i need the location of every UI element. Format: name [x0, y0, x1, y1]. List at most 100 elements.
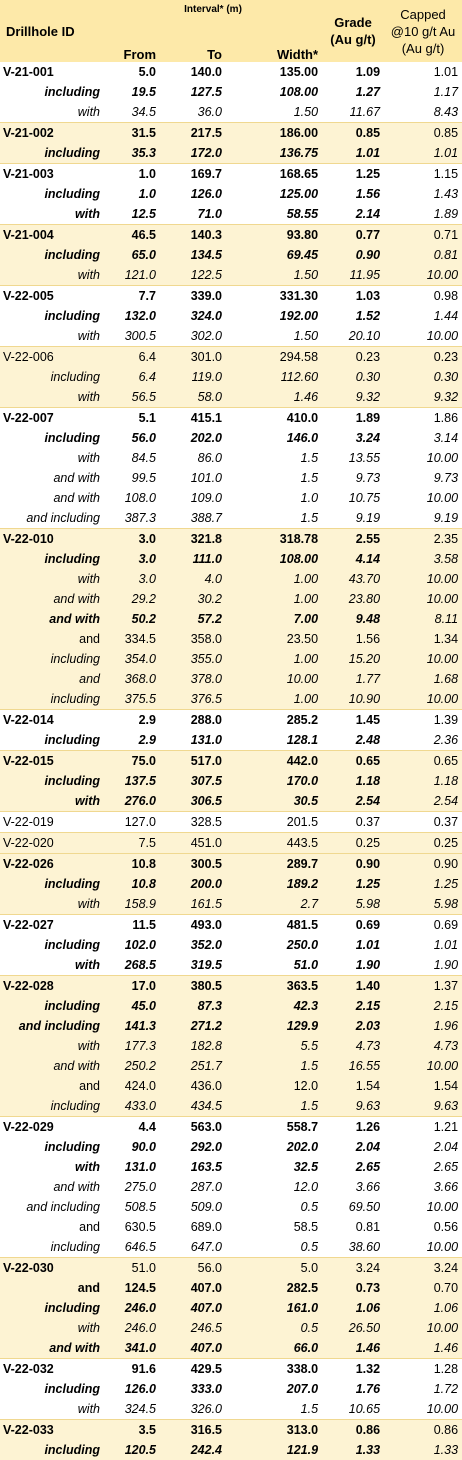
table-row: V-22-033 3.5 316.5 313.0 0.86 0.86	[0, 1419, 462, 1440]
table-row: V-22-019 127.0 328.5 201.5 0.37 0.37	[0, 811, 462, 833]
grade-cell: 9.73	[355, 471, 381, 485]
width-cell: 32.5	[293, 1160, 319, 1174]
to-cell: 647.0	[190, 1240, 222, 1254]
from-cell: 121.0	[124, 268, 156, 282]
capped-cell: 9.19	[433, 511, 459, 525]
width-cell: 189.2	[286, 877, 319, 891]
from-cell: 124.5	[124, 1281, 156, 1295]
capped-cell: 1.33	[433, 1443, 459, 1457]
to-cell: 689.0	[190, 1220, 222, 1234]
grade-cell: 0.81	[355, 1220, 381, 1234]
width-cell: 285.2	[286, 713, 319, 727]
header-capped-line1: Capped	[400, 6, 446, 22]
interval-label-cell: including	[44, 774, 100, 788]
table-row: V-21-002 31.5 217.5 186.00 0.85 0.85	[0, 122, 462, 143]
width-cell: 318.78	[279, 532, 319, 546]
to-cell: 182.8	[190, 1039, 222, 1053]
capped-cell: 8.11	[434, 612, 459, 626]
capped-cell: 0.37	[433, 815, 459, 829]
width-cell: 186.00	[279, 126, 319, 140]
grade-cell: 2.04	[355, 1140, 381, 1154]
from-cell: 268.5	[124, 958, 156, 972]
table-body: V-21-001 5.0 140.0 135.00 1.09 1.01 including 1…	[0, 62, 462, 1460]
capped-cell: 5.98	[433, 897, 459, 911]
capped-cell: 2.15	[433, 999, 459, 1013]
from-cell: 3.0	[138, 552, 156, 566]
table-row: and with 275.0 287.0 12.0 3.66 3.66	[0, 1177, 462, 1197]
to-cell: 436.0	[190, 1079, 222, 1093]
interval-label-cell: with	[77, 1321, 100, 1335]
capped-cell: 1.18	[433, 774, 459, 788]
from-cell: 5.0	[138, 65, 156, 79]
to-cell: 202.0	[190, 431, 222, 445]
drillhole-id-cell: V-22-033	[3, 1423, 54, 1437]
grade-cell: 0.73	[355, 1281, 381, 1295]
from-cell: 11.5	[132, 918, 156, 932]
capped-cell: 1.54	[433, 1079, 459, 1093]
from-cell: 91.6	[131, 1362, 156, 1376]
drillhole-id-cell: V-21-003	[3, 167, 54, 181]
table-row: with 84.5 86.0 1.5 13.55 10.00	[0, 448, 462, 468]
width-cell: 0.5	[300, 1240, 319, 1254]
table-row: including 90.0 292.0 202.0 2.04 2.04	[0, 1137, 462, 1157]
from-cell: 7.7	[138, 289, 156, 303]
grade-cell: 1.77	[355, 672, 381, 686]
grade-cell: 1.18	[355, 774, 381, 788]
to-cell: 57.2	[197, 612, 222, 626]
grade-cell: 69.50	[348, 1200, 381, 1214]
to-cell: 87.3	[197, 999, 222, 1013]
capped-cell: 0.23	[433, 350, 459, 364]
grade-cell: 26.50	[348, 1321, 381, 1335]
table-row: including 132.0 324.0 192.00 1.52 1.44	[0, 306, 462, 326]
width-cell: 331.30	[279, 289, 319, 303]
drillhole-id-cell: V-21-001	[3, 65, 54, 79]
from-cell: 5.1	[138, 411, 156, 425]
table-row: with 324.5 326.0 1.5 10.65 10.00	[0, 1399, 462, 1420]
to-cell: 328.5	[190, 815, 222, 829]
capped-cell: 10.00	[426, 1200, 459, 1214]
from-cell: 354.0	[124, 652, 156, 666]
capped-cell: 1.25	[433, 877, 459, 891]
drillhole-id-cell: V-21-002	[3, 126, 54, 140]
to-cell: 242.4	[190, 1443, 222, 1457]
header-grade-line2: (Au g/t)	[330, 32, 376, 47]
from-cell: 56.0	[131, 431, 156, 445]
table-row: and 368.0 378.0 10.00 1.77 1.68	[0, 669, 462, 689]
grade-cell: 10.90	[348, 692, 381, 706]
to-cell: 4.0	[204, 572, 222, 586]
capped-cell: 1.34	[433, 632, 459, 646]
width-cell: 23.50	[286, 632, 319, 646]
capped-cell: 1.01	[433, 146, 459, 160]
table-row: with 268.5 319.5 51.0 1.90 1.90	[0, 955, 462, 976]
width-cell: 108.00	[279, 85, 319, 99]
width-cell: 443.5	[286, 836, 319, 850]
interval-label-cell: with	[75, 207, 100, 221]
to-cell: 563.0	[190, 1120, 222, 1134]
grade-cell: 9.32	[355, 390, 381, 404]
from-cell: 177.3	[124, 1039, 156, 1053]
to-cell: 217.5	[190, 126, 222, 140]
to-cell: 302.0	[190, 329, 222, 343]
width-cell: 112.60	[280, 370, 319, 384]
width-cell: 1.5	[300, 1059, 319, 1073]
to-cell: 122.5	[190, 268, 222, 282]
to-cell: 451.0	[190, 836, 222, 850]
interval-label-cell: including	[44, 431, 100, 445]
header-from: From	[123, 47, 157, 62]
width-cell: 1.46	[293, 390, 319, 404]
table-row: and 124.5 407.0 282.5 0.73 0.70	[0, 1278, 462, 1298]
interval-label-cell: including	[44, 1443, 100, 1457]
to-cell: 300.5	[190, 857, 222, 871]
interval-label-cell: including	[50, 652, 100, 666]
to-cell: 326.0	[190, 1402, 222, 1416]
interval-label-cell: with	[77, 451, 100, 465]
interval-label-cell: including	[44, 309, 100, 323]
capped-cell: 1.01	[433, 938, 459, 952]
drillhole-id-cell: V-22-015	[3, 754, 54, 768]
from-cell: 4.4	[138, 1120, 156, 1134]
drillhole-id-cell: V-22-010	[3, 532, 54, 546]
table-row: including 45.0 87.3 42.3 2.15 2.15	[0, 996, 462, 1016]
to-cell: 378.0	[190, 672, 222, 686]
grade-cell: 1.40	[355, 979, 381, 993]
table-row: V-22-005 7.7 339.0 331.30 1.03 0.98	[0, 285, 462, 306]
